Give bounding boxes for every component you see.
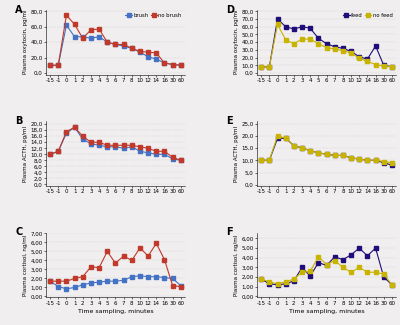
feed [267, 65, 272, 69]
brush [178, 63, 183, 67]
no feed [332, 47, 337, 51]
brush [113, 43, 118, 46]
Line: feed: feed [260, 18, 394, 68]
Y-axis label: Plasma ACTH, pg/ml: Plasma ACTH, pg/ml [22, 125, 28, 182]
brush [64, 23, 69, 27]
Text: F: F [226, 227, 233, 237]
brush [154, 57, 159, 61]
no feed [349, 51, 354, 55]
feed [357, 55, 362, 59]
Line: no brush: no brush [48, 14, 182, 67]
feed [275, 17, 280, 21]
Line: no feed: no feed [260, 23, 394, 68]
brush [97, 35, 102, 39]
brush [170, 62, 175, 66]
no feed [340, 49, 345, 53]
feed [283, 25, 288, 29]
no brush [48, 63, 52, 67]
Text: D: D [226, 5, 234, 15]
feed [381, 63, 386, 67]
feed [332, 45, 337, 49]
no brush [64, 13, 69, 17]
brush [121, 44, 126, 48]
no brush [97, 27, 102, 31]
no brush [88, 28, 93, 32]
feed [390, 65, 394, 69]
no feed [365, 59, 370, 63]
Y-axis label: Plasma cortisol, ng/ml: Plasma cortisol, ng/ml [234, 234, 239, 296]
no brush [146, 50, 150, 54]
no feed [283, 38, 288, 42]
no brush [154, 51, 159, 55]
no feed [267, 65, 272, 69]
Y-axis label: Plasma oxytocin, pg/ml: Plasma oxytocin, pg/ml [22, 10, 28, 74]
Text: A: A [16, 5, 23, 15]
feed [300, 25, 304, 29]
X-axis label: Time sampling, minutes: Time sampling, minutes [289, 309, 364, 314]
no feed [292, 42, 296, 46]
no brush [170, 62, 175, 66]
no feed [373, 62, 378, 66]
brush [88, 36, 93, 40]
no feed [316, 42, 321, 46]
no feed [357, 56, 362, 60]
no brush [72, 22, 77, 26]
brush [146, 55, 150, 59]
no feed [381, 64, 386, 68]
feed [349, 49, 354, 53]
no feed [300, 37, 304, 41]
feed [292, 27, 296, 31]
brush [72, 35, 77, 39]
Text: E: E [226, 116, 233, 126]
Text: C: C [16, 227, 23, 237]
no feed [275, 22, 280, 26]
Y-axis label: Plasma oxytocin, pg/ml: Plasma oxytocin, pg/ml [234, 10, 239, 74]
Text: B: B [16, 116, 23, 126]
brush [129, 46, 134, 50]
no feed [259, 65, 264, 69]
brush [48, 63, 52, 67]
no brush [105, 40, 110, 44]
no feed [324, 46, 329, 49]
no brush [80, 36, 85, 40]
brush [56, 63, 61, 67]
no brush [56, 63, 61, 67]
no brush [138, 49, 142, 53]
Y-axis label: Plasma ACTH, pg/ml: Plasma ACTH, pg/ml [234, 125, 239, 182]
brush [80, 35, 85, 39]
feed [365, 57, 370, 61]
no brush [129, 46, 134, 50]
feed [373, 44, 378, 48]
no brush [121, 43, 126, 46]
no brush [162, 61, 167, 65]
feed [316, 36, 321, 40]
brush [105, 40, 110, 44]
feed [308, 26, 313, 30]
no feed [390, 65, 394, 69]
feed [324, 42, 329, 46]
Line: brush: brush [48, 24, 182, 67]
no brush [178, 63, 183, 67]
feed [259, 65, 264, 69]
no brush [113, 43, 118, 46]
brush [162, 61, 167, 65]
brush [138, 50, 142, 54]
X-axis label: Time sampling, minutes: Time sampling, minutes [78, 309, 153, 314]
no feed [308, 37, 313, 41]
feed [340, 46, 345, 50]
Y-axis label: Plasma cortisol, ng/ml: Plasma cortisol, ng/ml [22, 234, 28, 296]
Legend: feed, no feed: feed, no feed [343, 12, 393, 19]
Legend: brush, no brush: brush, no brush [125, 12, 182, 19]
